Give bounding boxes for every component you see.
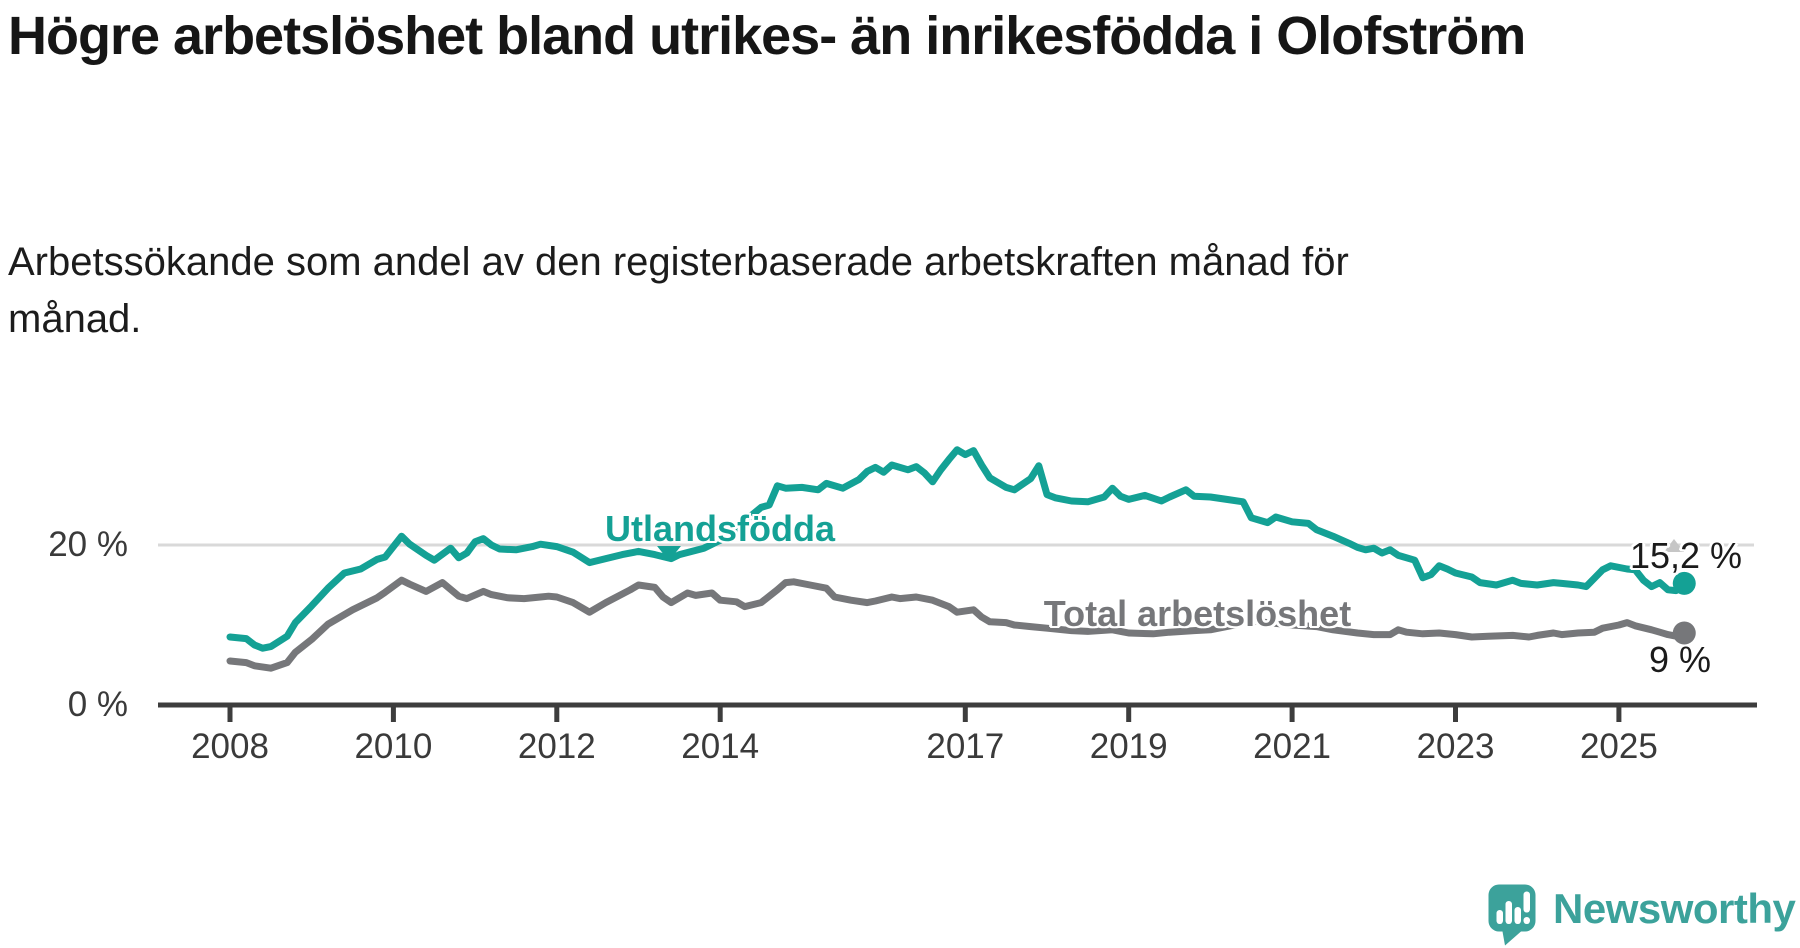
x-axis-label-2021: 2021 [1253,727,1332,766]
annotation-caret-icon [1664,539,1684,552]
endpoint-value-total: 9 % [1648,639,1712,680]
series-line-utlandsfodda [226,446,1688,652]
x-axis-label-2012: 2012 [517,727,596,766]
x-axis-label-2019: 2019 [1089,727,1168,766]
endpoint-dot-total [1672,621,1696,645]
x-axis-label-2025: 2025 [1579,727,1658,766]
x-axis-label-2023: 2023 [1416,727,1495,766]
endpoint-value-utlandsfodda: 15,2 % [1629,535,1743,576]
x-axis-label-2010: 2010 [354,727,433,766]
chart-title: Högre arbetslöshet bland utrikes- än inr… [8,6,1526,66]
series-label-total-arbetsloshet: Total arbetslöshet [1043,593,1352,634]
newsworthy-chart-bubble-icon [1488,884,1536,946]
newsworthy-logo: Newsworthy [1488,884,1796,946]
newsworthy-wordmark: Newsworthy [1553,885,1796,932]
x-axis-label-2017: 2017 [926,727,1005,766]
y-axis-label-0: 0 % [67,685,128,724]
x-axis-label-2008: 2008 [191,727,269,766]
x-axis-label-2014: 2014 [681,727,760,766]
y-axis-label-20: 20 % [48,525,128,564]
chart-subtitle: Arbetssökande som andel av den registerb… [8,240,1349,341]
utlandsfodda-pointer-icon [657,546,681,561]
endpoint-dot-utlandsfodda [1672,571,1696,595]
series-label-utlandsfodda: Utlandsfödda [605,508,835,549]
series-line-total [226,576,1688,672]
